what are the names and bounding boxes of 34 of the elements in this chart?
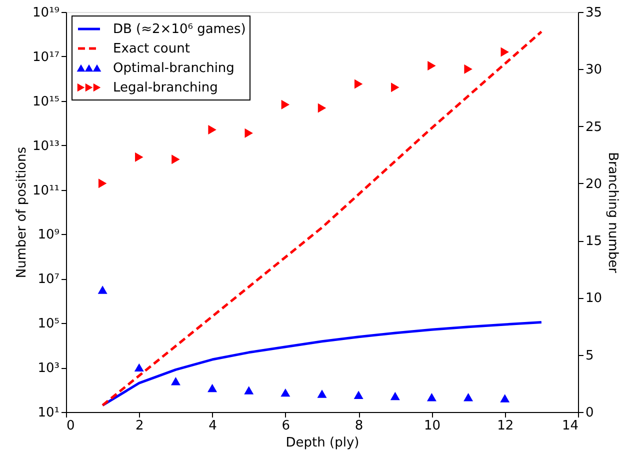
legend-label: Optimal-branching bbox=[113, 61, 234, 76]
y-tick-label: 10⁹ bbox=[38, 228, 60, 243]
x-axis-title: Depth (ply) bbox=[286, 436, 360, 450]
y-tick-label: 10¹⁹ bbox=[32, 6, 60, 20]
x-tick-label: 0 bbox=[66, 418, 75, 434]
y-axis-title: Number of positions bbox=[14, 146, 30, 278]
y-tick-label: 10¹¹ bbox=[32, 183, 60, 198]
y2-tick-label: 35 bbox=[586, 6, 602, 20]
y2-tick-label: 10 bbox=[586, 291, 602, 306]
x-tick-label: 10 bbox=[424, 418, 440, 434]
y2-tick-label: 15 bbox=[586, 234, 602, 250]
y2-axis-title: Branching number bbox=[605, 152, 620, 274]
x-tick-label: 8 bbox=[354, 418, 364, 434]
y-tick-label: 10¹ bbox=[38, 406, 60, 420]
x-tick-label: 4 bbox=[208, 418, 217, 434]
y2-tick-label: 0 bbox=[586, 406, 594, 420]
legend-label: DB (≈2×10⁶ games) bbox=[113, 22, 246, 37]
y-tick-label: 10⁵ bbox=[38, 316, 60, 332]
y2-tick-label: 20 bbox=[586, 176, 602, 192]
x-tick-label: 12 bbox=[497, 418, 514, 434]
x-tick-label: 14 bbox=[562, 418, 578, 434]
y2-tick-label: 25 bbox=[586, 120, 602, 135]
y-tick-label: 10¹⁷ bbox=[32, 50, 60, 65]
line-series bbox=[101, 320, 543, 407]
legend-label: Exact count bbox=[113, 42, 190, 56]
y-tick-label: 10¹³ bbox=[32, 138, 60, 154]
y2-tick-label: 5 bbox=[586, 348, 594, 364]
y-tick-label: 10⁷ bbox=[38, 272, 60, 288]
y2-tick-label: 30 bbox=[586, 62, 602, 78]
legend-label: Legal-branching bbox=[113, 80, 218, 96]
x-tick-label: 2 bbox=[136, 418, 144, 434]
y-tick-label: 10¹⁵ bbox=[32, 94, 60, 110]
y-tick-label: 10³ bbox=[38, 361, 60, 376]
x-tick-label: 6 bbox=[282, 418, 290, 434]
